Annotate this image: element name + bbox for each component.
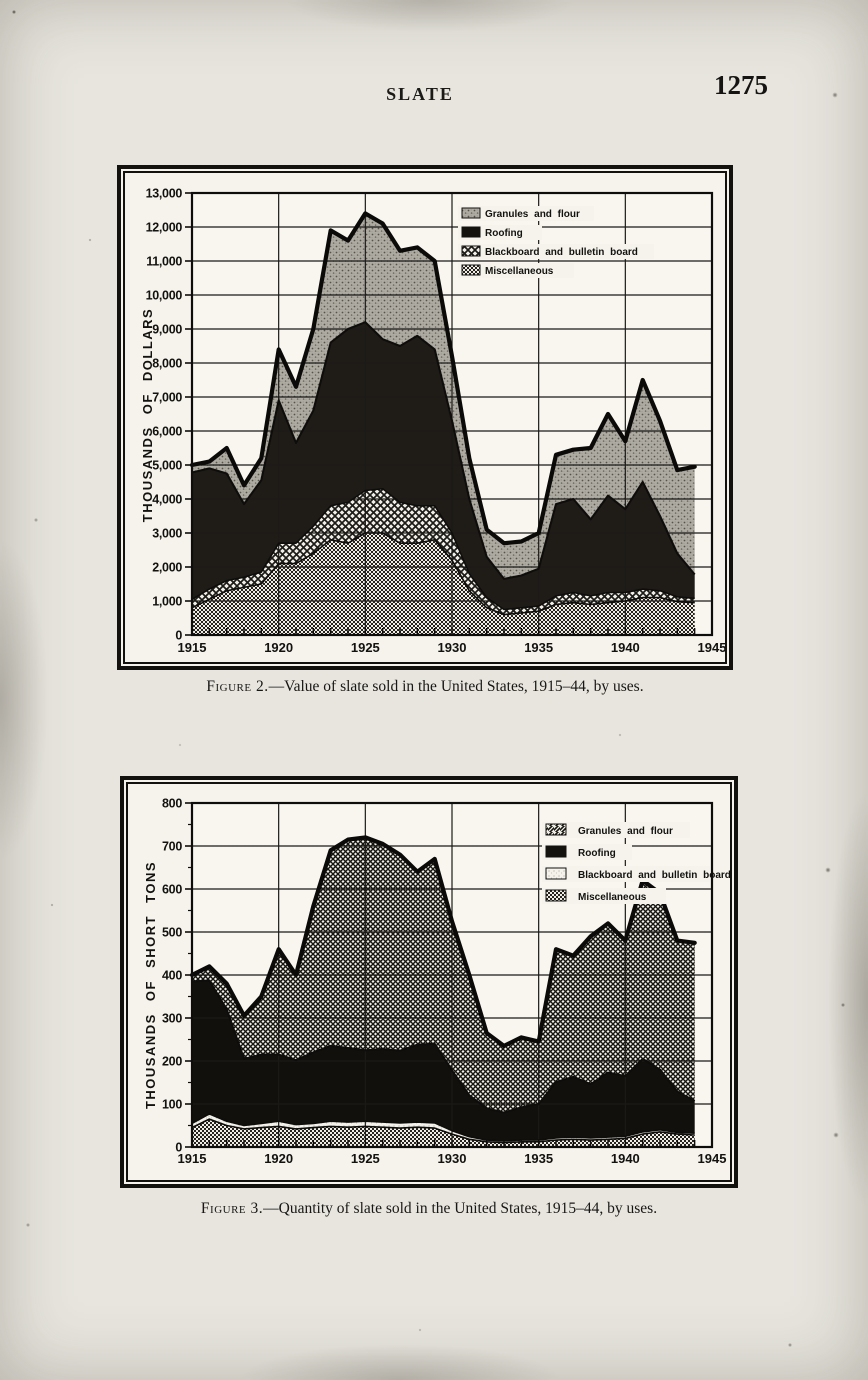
x-tick-label: 1940 bbox=[611, 1151, 640, 1166]
y-tick-label: 500 bbox=[162, 926, 182, 940]
figure2-y-axis-title: THOUSANDS OF DOLLARS bbox=[140, 308, 155, 522]
y-tick-label: 8,000 bbox=[152, 357, 182, 371]
y-tick-label: 12,000 bbox=[146, 221, 183, 235]
figure3-legend: Granules and flour Roofing Blackboard an… bbox=[542, 822, 730, 904]
y-tick-label: 13,000 bbox=[146, 187, 183, 201]
layer-boundary bbox=[191, 321, 696, 580]
y-tick-label: 10,000 bbox=[146, 289, 183, 303]
x-tick-label: 1920 bbox=[264, 1151, 293, 1166]
layer-boundary bbox=[191, 488, 695, 611]
x-tick-label: 1915 bbox=[178, 640, 207, 655]
legend-label-granules: Granules and flour bbox=[485, 209, 580, 220]
x-tick-label: 1945 bbox=[698, 1151, 727, 1166]
y-tick-label: 5,000 bbox=[152, 459, 182, 473]
legend-label-blackboard: Blackboard and bulletin board bbox=[578, 870, 730, 881]
legend-label-roofing: Roofing bbox=[578, 848, 616, 859]
figure3-frame: 0 100 200 300 400 500 600 700 800 1915 1920 1925 193… bbox=[120, 776, 738, 1188]
figure3-caption-text: —Quantity of slate sold in the United St… bbox=[263, 1200, 658, 1217]
total-outline bbox=[189, 211, 697, 546]
area-blackboard-and-bulletin-board bbox=[192, 1113, 695, 1143]
x-tick-label: 1920 bbox=[264, 640, 293, 655]
legend-swatch-blackboard bbox=[545, 867, 567, 880]
y-tick-label: 0 bbox=[175, 629, 182, 643]
figure2-frame-inner: 0 1,000 2,000 3,000 4,000 5,000 6,000 7,000 8,00… bbox=[123, 171, 727, 664]
figure2-caption-label: Figure 2. bbox=[206, 678, 269, 695]
legend-swatch-granules bbox=[461, 207, 481, 219]
area-blackboard-and-bulletin-board bbox=[192, 488, 695, 615]
figure3-chart: 0 100 200 300 400 500 600 700 800 1915 1920 1925 193… bbox=[143, 797, 730, 1167]
y-tick-label: 800 bbox=[162, 797, 182, 811]
y-tick-label: 11,000 bbox=[146, 255, 182, 269]
page-title: SLATE bbox=[386, 84, 454, 104]
legend-label-granules: Granules and flour bbox=[578, 826, 673, 837]
figure2-frame: 0 1,000 2,000 3,000 4,000 5,000 6,000 7,000 8,00… bbox=[117, 165, 733, 670]
y-tick-label: 6,000 bbox=[152, 425, 182, 439]
y-tick-label: 3,000 bbox=[152, 527, 182, 541]
figure2-caption: Figure 2.—Value of slate sold in the Uni… bbox=[117, 678, 733, 696]
y-tick-label: 2,000 bbox=[152, 561, 182, 575]
y-tick-label: 200 bbox=[162, 1055, 182, 1069]
y-tick-label: 7,000 bbox=[152, 391, 182, 405]
layer-boundary bbox=[191, 532, 695, 616]
x-tick-label: 1935 bbox=[524, 640, 553, 655]
figure2-legend: Granules and flour Roofing Blackboard an… bbox=[458, 206, 654, 278]
y-tick-label: 9,000 bbox=[152, 323, 182, 337]
y-tick-label: 700 bbox=[162, 840, 182, 854]
x-tick-label: 1940 bbox=[611, 640, 640, 655]
legend-swatch-roofing bbox=[545, 845, 567, 858]
figure2-caption-text: —Value of slate sold in the United State… bbox=[268, 678, 644, 695]
legend-swatch-miscellaneous bbox=[545, 889, 567, 902]
x-tick-label: 1925 bbox=[351, 1151, 380, 1166]
x-tick-label: 1925 bbox=[351, 640, 380, 655]
layer-boundary bbox=[191, 979, 696, 1114]
y-tick-label: 300 bbox=[162, 1012, 182, 1026]
y-tick-label: 1,000 bbox=[152, 595, 182, 609]
x-tick-label: 1945 bbox=[698, 640, 725, 655]
legend-swatch-miscellaneous bbox=[461, 264, 481, 276]
legend-swatch-roofing bbox=[461, 226, 481, 238]
y-tick-label: 4,000 bbox=[152, 493, 182, 507]
y-tick-label: 600 bbox=[162, 883, 182, 897]
legend-swatch-granules bbox=[545, 823, 567, 836]
legend-label-roofing: Roofing bbox=[485, 228, 523, 239]
area-miscellaneous bbox=[192, 533, 695, 635]
y-tick-label: 100 bbox=[162, 1098, 182, 1112]
total-outline bbox=[189, 835, 697, 1048]
figure3-caption-label: Figure 3. bbox=[200, 1200, 264, 1217]
figure3-frame-inner: 0 100 200 300 400 500 600 700 800 1915 1920 1925 193… bbox=[126, 782, 732, 1182]
plot-border bbox=[190, 191, 714, 637]
y-tick-label: 400 bbox=[162, 969, 182, 983]
legend-label-miscellaneous: Miscellaneous bbox=[485, 266, 554, 277]
layer-boundary bbox=[191, 1118, 695, 1144]
figure2-chart: 0 1,000 2,000 3,000 4,000 5,000 6,000 7,000 8,00… bbox=[140, 187, 725, 656]
legend-label-blackboard: Blackboard and bulletin board bbox=[485, 247, 638, 258]
legend-swatch-blackboard bbox=[461, 245, 481, 257]
x-tick-label: 1935 bbox=[524, 1151, 553, 1166]
figure3-y-axis-title: THOUSANDS OF SHORT TONS bbox=[143, 861, 158, 1109]
page-number: 1275 bbox=[714, 70, 768, 100]
x-tick-label: 1930 bbox=[438, 1151, 467, 1166]
y-tick-label: 0 bbox=[175, 1141, 182, 1155]
plot-border bbox=[190, 801, 714, 1149]
layer-boundary bbox=[191, 1113, 695, 1142]
x-tick-label: 1915 bbox=[178, 1151, 207, 1166]
x-tick-label: 1930 bbox=[438, 640, 467, 655]
legend-label-miscellaneous: Miscellaneous bbox=[578, 892, 647, 903]
figure3-caption: Figure 3.—Quantity of slate sold in the … bbox=[120, 1200, 738, 1218]
